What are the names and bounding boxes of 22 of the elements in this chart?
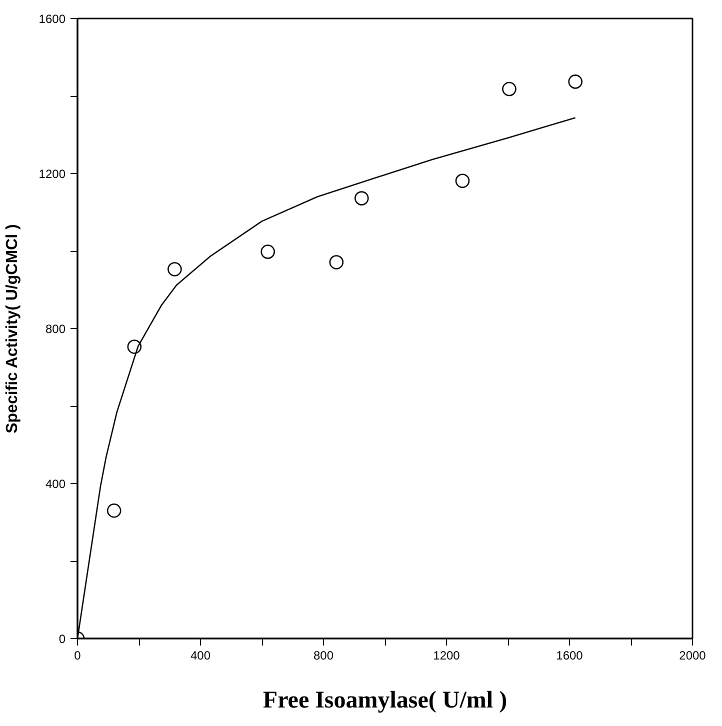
y-tick-label: 400 xyxy=(45,477,66,491)
point xyxy=(106,503,122,518)
point xyxy=(168,262,182,276)
point xyxy=(568,74,582,89)
x-tick-label: 1600 xyxy=(556,648,584,662)
y-tick-label: 800 xyxy=(45,322,66,336)
point xyxy=(329,255,344,270)
x-tick-label: 0 xyxy=(74,648,82,662)
y-tick-label: 0 xyxy=(58,632,66,646)
x-tick-label: 1200 xyxy=(433,648,460,662)
x-tick-label: 800 xyxy=(313,648,334,662)
point xyxy=(260,244,275,259)
point xyxy=(127,340,142,354)
point xyxy=(502,82,516,96)
point xyxy=(354,191,369,206)
y-axis-title: Specific Activity( U/gCMCl ) xyxy=(4,224,21,434)
x-axis-title: Free Isoamylase( U/ml ) xyxy=(262,688,508,714)
x-tick-label: 400 xyxy=(190,648,211,662)
x-tick-label: 2000 xyxy=(679,648,706,662)
y-tick-label: 1600 xyxy=(38,12,66,26)
y-tick-label: 1200 xyxy=(38,167,66,181)
point xyxy=(455,174,470,188)
